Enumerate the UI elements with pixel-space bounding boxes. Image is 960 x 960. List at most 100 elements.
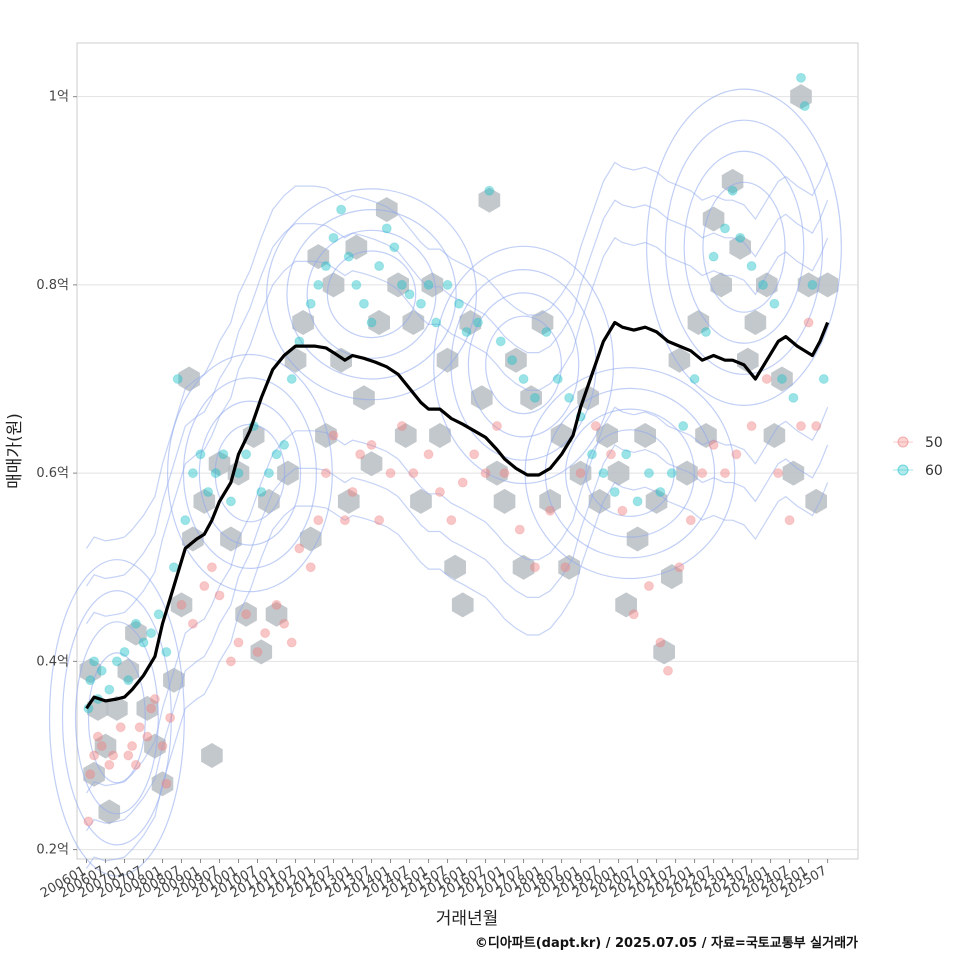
data-point-50 <box>134 722 145 733</box>
y-axis-title: 매매가(원) <box>5 413 25 489</box>
data-point-60 <box>96 665 107 676</box>
data-point-50 <box>252 646 263 657</box>
data-point-50 <box>320 468 331 479</box>
contour-line <box>467 292 580 438</box>
hexbin-cell <box>486 460 508 486</box>
hexbin-cell <box>421 272 444 298</box>
data-point-50 <box>108 750 119 761</box>
data-point-50 <box>328 430 339 441</box>
data-point-50 <box>685 515 696 526</box>
data-point-50 <box>803 317 814 328</box>
hexbin-cell <box>520 385 542 411</box>
data-point-60 <box>598 468 609 479</box>
data-point-60 <box>788 392 799 403</box>
data-point-50 <box>123 750 134 761</box>
data-point-60 <box>180 515 191 526</box>
data-point-50 <box>241 609 252 620</box>
data-point-50 <box>92 731 103 742</box>
data-point-50 <box>469 449 480 460</box>
hexbin-cell <box>668 347 691 373</box>
contour-band <box>86 199 829 587</box>
hexbin-cell <box>360 451 383 477</box>
hexbin-cell <box>170 592 193 618</box>
hexbin-cell <box>193 488 216 514</box>
data-point-50 <box>83 816 94 827</box>
data-point-60 <box>472 317 483 328</box>
contour-line <box>683 150 805 344</box>
data-point-50 <box>643 581 654 592</box>
data-point-60 <box>484 185 495 196</box>
data-point-60 <box>305 298 316 309</box>
hexbin-cell <box>250 639 273 665</box>
contour-line <box>664 119 824 375</box>
contour-line <box>485 315 563 415</box>
data-point-60 <box>320 261 331 272</box>
data-point-60 <box>328 232 339 243</box>
data-point-60 <box>313 279 324 290</box>
data-point-60 <box>404 289 415 300</box>
hexbin-cell <box>368 310 390 335</box>
data-point-50 <box>374 515 385 526</box>
data-point-50 <box>545 505 556 516</box>
data-point-60 <box>256 486 267 497</box>
hexbin-cell <box>136 695 159 721</box>
data-point-60 <box>161 646 172 657</box>
data-point-60 <box>123 675 134 686</box>
data-point-50 <box>617 505 628 516</box>
data-point-50 <box>89 750 100 761</box>
data-point-50 <box>294 543 305 554</box>
data-point-50 <box>560 562 571 573</box>
x-axis-title: 거래년월 <box>436 909 499 929</box>
data-point-50 <box>199 581 210 592</box>
hexbin-cell <box>322 272 345 298</box>
data-point-50 <box>457 477 468 488</box>
hexbin-cell <box>626 526 649 552</box>
data-point-50 <box>271 599 282 610</box>
data-point-60 <box>172 374 183 384</box>
contour-line <box>306 229 437 359</box>
data-point-50 <box>655 637 666 648</box>
data-point-60 <box>643 468 654 479</box>
legend: 50 60 <box>893 435 943 479</box>
data-point-60 <box>336 204 347 215</box>
data-point-60 <box>89 656 100 667</box>
data-point-50 <box>480 468 491 479</box>
hexbin-cell <box>607 460 630 486</box>
data-point-60 <box>241 449 252 460</box>
contour-line <box>564 408 695 538</box>
data-point-60 <box>210 468 221 479</box>
contour-line <box>286 208 457 380</box>
hexbin-cell <box>106 695 128 721</box>
data-point-60 <box>442 279 453 290</box>
data-point-50 <box>605 449 616 460</box>
hexbin-cell <box>702 206 725 232</box>
data-point-60 <box>708 251 719 262</box>
data-point-50 <box>590 421 601 432</box>
data-point-60 <box>507 355 518 366</box>
hexbin-cell <box>782 460 805 486</box>
data-point-50 <box>761 374 772 384</box>
hexbin-cell <box>634 423 656 448</box>
data-point-60 <box>799 101 810 112</box>
data-point-50 <box>127 741 138 752</box>
hexbin-cell <box>797 272 820 298</box>
data-point-60 <box>689 374 700 384</box>
data-point-50 <box>575 468 586 479</box>
data-point-60 <box>757 279 768 290</box>
data-point-60 <box>85 675 96 686</box>
data-point-50 <box>206 562 217 573</box>
hexbin-cell <box>201 743 223 768</box>
data-point-60 <box>529 392 540 403</box>
density-contours <box>48 88 842 877</box>
contour-line <box>214 423 286 523</box>
legend-label-60: 60 <box>925 463 943 479</box>
x-axis: 2006012006072007012007072008012008072009… <box>38 859 830 901</box>
hexbin-cell <box>588 488 611 514</box>
contour-line <box>544 387 716 559</box>
data-point-60 <box>396 279 407 290</box>
contour-line <box>266 188 477 401</box>
contour-band <box>86 236 829 625</box>
contour-band <box>86 481 829 869</box>
data-point-60 <box>195 449 206 460</box>
contour-line <box>198 400 302 546</box>
